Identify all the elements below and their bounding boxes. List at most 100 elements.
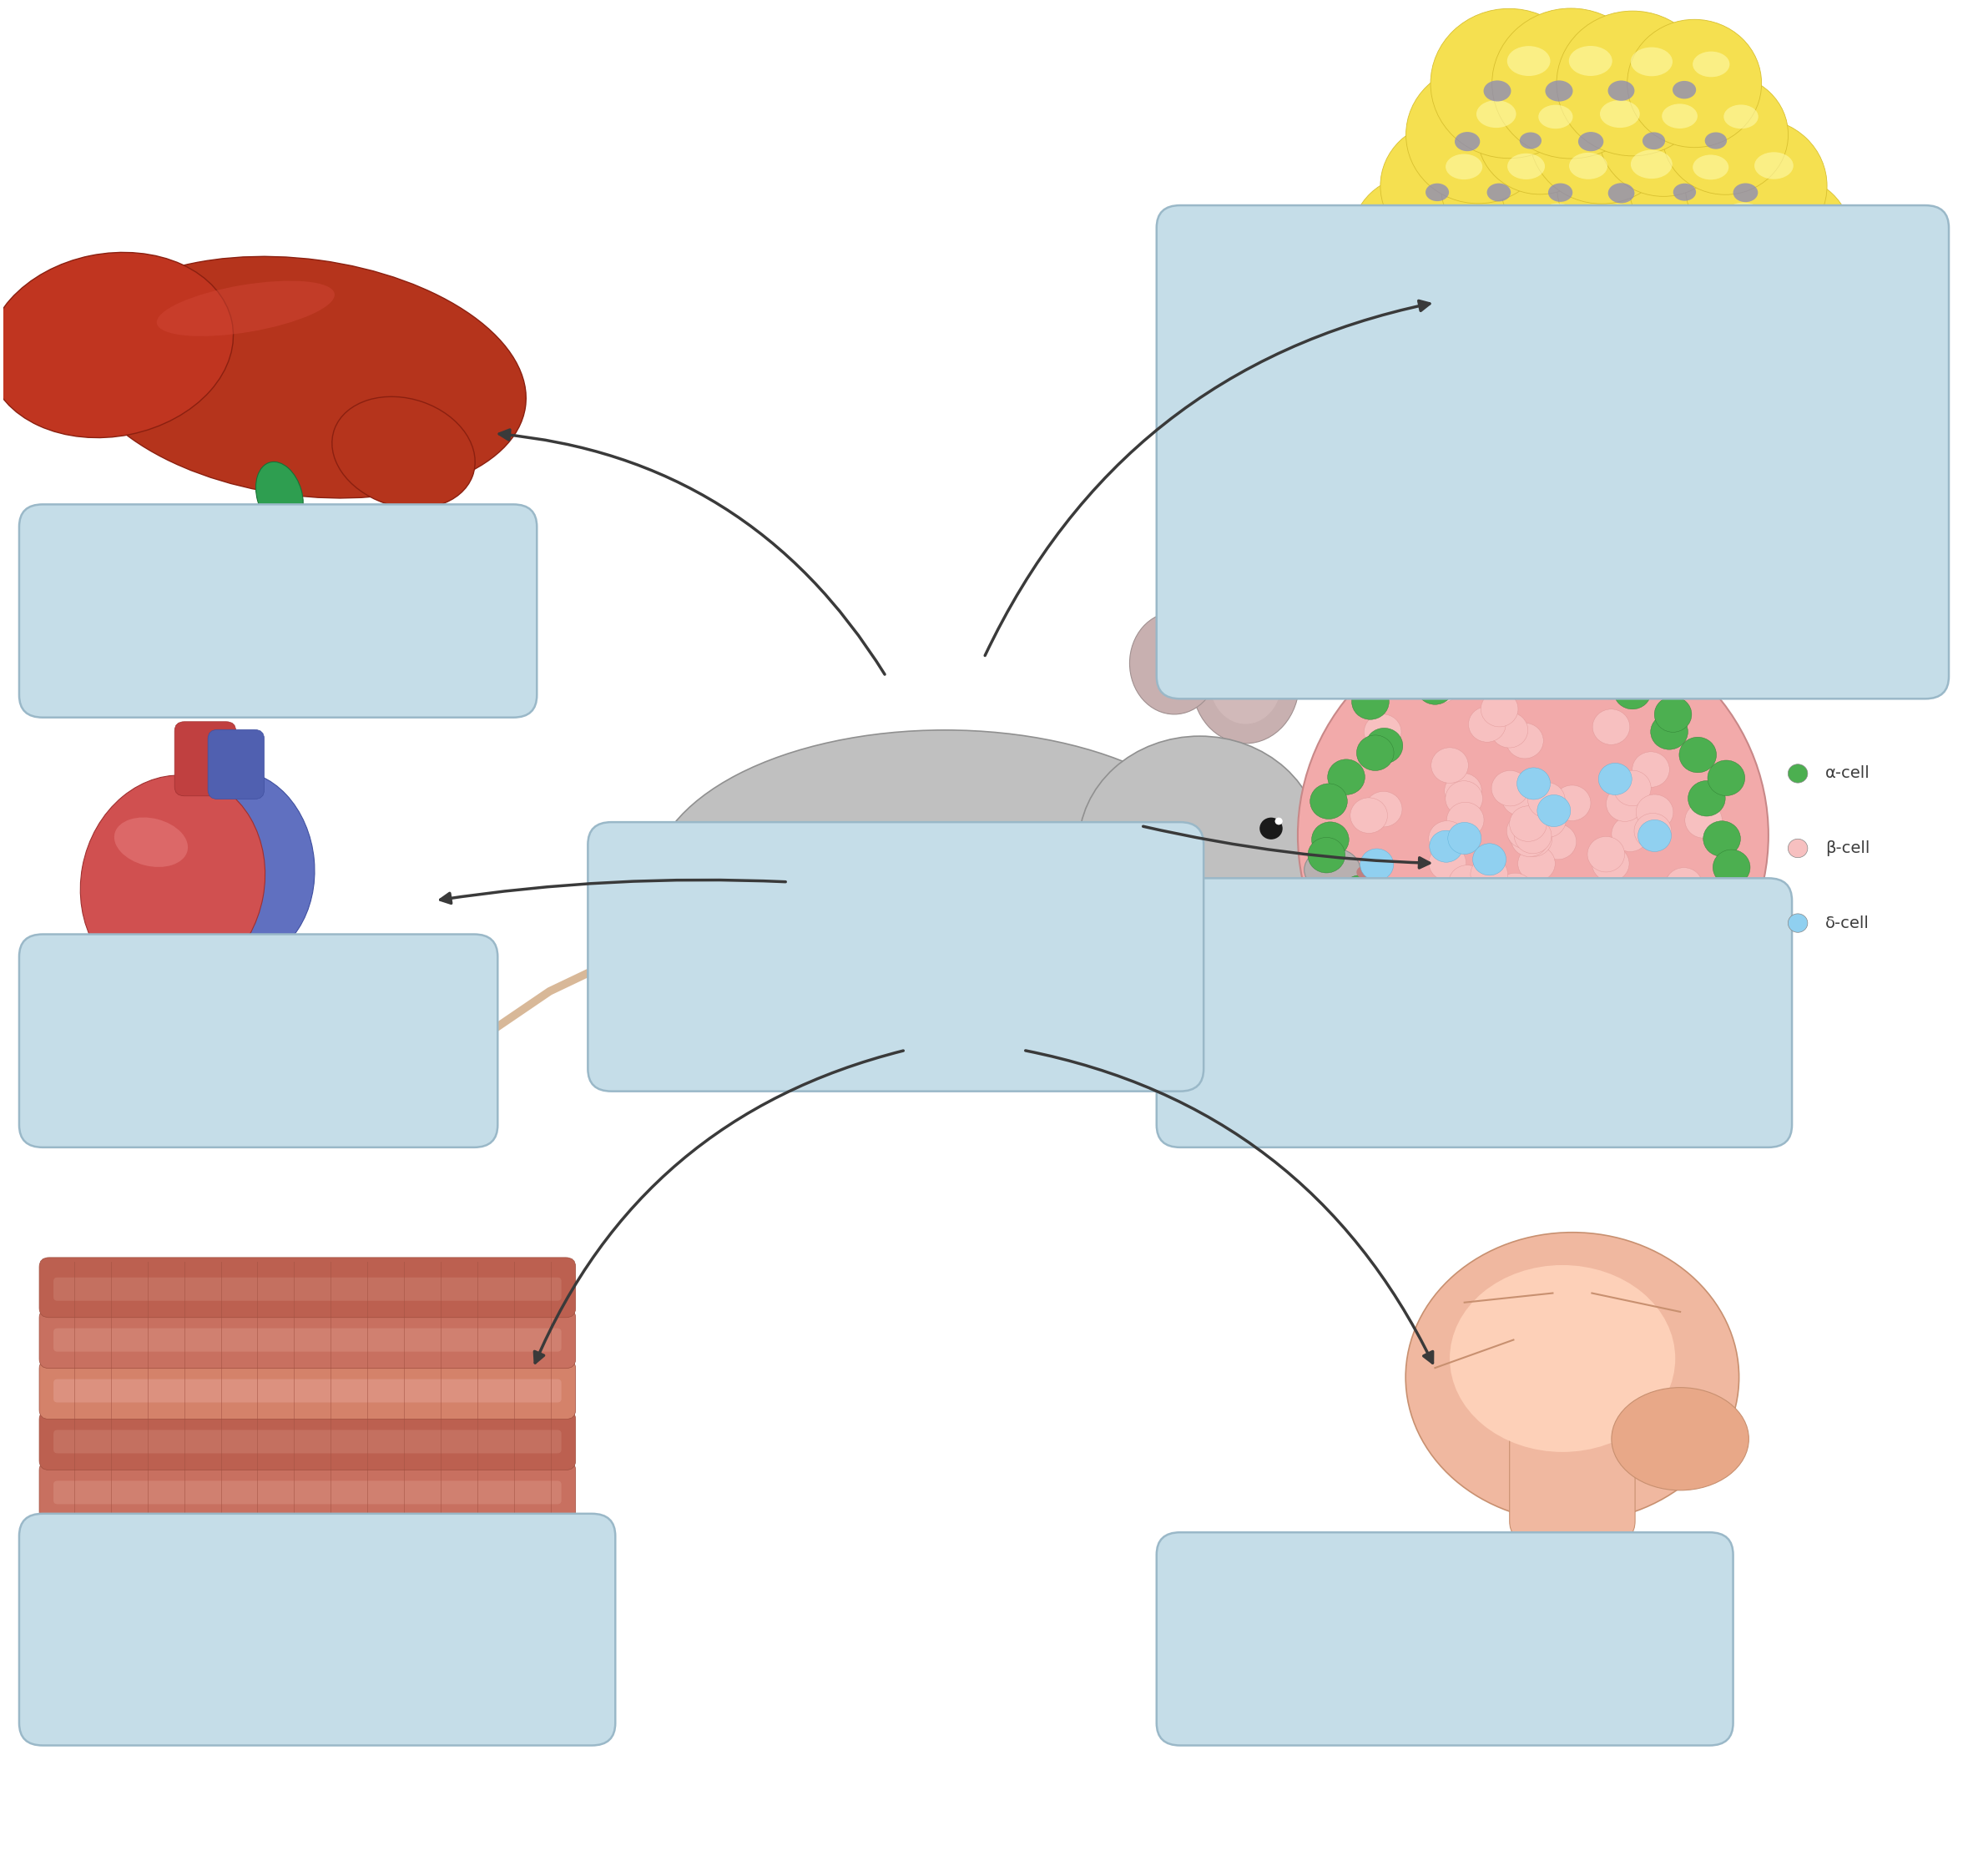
FancyBboxPatch shape bbox=[209, 730, 264, 799]
Ellipse shape bbox=[157, 281, 335, 336]
Ellipse shape bbox=[1490, 713, 1527, 749]
Ellipse shape bbox=[1130, 612, 1218, 715]
Ellipse shape bbox=[1704, 133, 1726, 148]
Ellipse shape bbox=[1413, 278, 1543, 401]
Text: increased islet volume: increased islet volume bbox=[1204, 1019, 1425, 1036]
Ellipse shape bbox=[1608, 285, 1635, 306]
Ellipse shape bbox=[1366, 792, 1401, 827]
Text: • Increased expression of: • Increased expression of bbox=[1210, 522, 1446, 537]
Ellipse shape bbox=[1490, 285, 1511, 302]
Ellipse shape bbox=[1445, 253, 1486, 281]
FancyBboxPatch shape bbox=[1509, 1399, 1635, 1540]
FancyBboxPatch shape bbox=[53, 1430, 561, 1454]
Ellipse shape bbox=[1568, 152, 1608, 180]
Ellipse shape bbox=[1578, 131, 1604, 152]
Ellipse shape bbox=[1507, 47, 1551, 75]
Ellipse shape bbox=[1637, 820, 1671, 852]
Ellipse shape bbox=[1496, 872, 1533, 908]
Ellipse shape bbox=[114, 818, 187, 867]
Ellipse shape bbox=[1673, 285, 1696, 304]
Text: • Insulin resistance: • Insulin resistance bbox=[65, 1696, 244, 1713]
Ellipse shape bbox=[1653, 169, 1799, 306]
Text: • Hyperinsulinemia: • Hyperinsulinemia bbox=[1204, 1094, 1384, 1111]
Ellipse shape bbox=[1409, 934, 1446, 970]
Ellipse shape bbox=[283, 520, 311, 557]
Ellipse shape bbox=[1405, 66, 1551, 203]
Text: pro-inflammatory cytokines: pro-inflammatory cytokines bbox=[1210, 585, 1480, 602]
Ellipse shape bbox=[1734, 184, 1757, 203]
Ellipse shape bbox=[1134, 957, 1189, 991]
Ellipse shape bbox=[1389, 936, 1427, 972]
Ellipse shape bbox=[81, 775, 266, 989]
Ellipse shape bbox=[1328, 760, 1366, 795]
Ellipse shape bbox=[1614, 673, 1651, 709]
Ellipse shape bbox=[1311, 822, 1348, 857]
Ellipse shape bbox=[1612, 816, 1649, 852]
Ellipse shape bbox=[1608, 184, 1635, 203]
Text: β-cell: β-cell bbox=[1824, 840, 1870, 855]
Ellipse shape bbox=[1588, 837, 1626, 872]
Ellipse shape bbox=[1568, 45, 1612, 75]
FancyBboxPatch shape bbox=[1157, 1533, 1734, 1745]
Ellipse shape bbox=[1702, 234, 1728, 253]
Ellipse shape bbox=[1568, 972, 1606, 1007]
Ellipse shape bbox=[1425, 1007, 1460, 1043]
Ellipse shape bbox=[972, 1002, 1045, 1045]
FancyBboxPatch shape bbox=[1157, 878, 1793, 1148]
Ellipse shape bbox=[1545, 388, 1572, 409]
Ellipse shape bbox=[1468, 169, 1612, 304]
Ellipse shape bbox=[1600, 204, 1637, 231]
FancyBboxPatch shape bbox=[53, 1278, 561, 1300]
Ellipse shape bbox=[1673, 184, 1696, 201]
Ellipse shape bbox=[1507, 259, 1541, 283]
Ellipse shape bbox=[1342, 874, 1380, 910]
Ellipse shape bbox=[1600, 310, 1635, 334]
FancyBboxPatch shape bbox=[20, 1514, 616, 1745]
Text: • Islet hyperplasia and: • Islet hyperplasia and bbox=[1204, 946, 1415, 961]
Ellipse shape bbox=[1448, 865, 1486, 900]
Ellipse shape bbox=[1529, 66, 1675, 204]
Ellipse shape bbox=[1395, 234, 1419, 251]
Ellipse shape bbox=[1517, 234, 1541, 253]
Text: • Insulin resistance: • Insulin resistance bbox=[634, 962, 825, 981]
Ellipse shape bbox=[1712, 850, 1750, 885]
Ellipse shape bbox=[1374, 218, 1521, 358]
Ellipse shape bbox=[1472, 844, 1506, 876]
Ellipse shape bbox=[1260, 818, 1283, 839]
Ellipse shape bbox=[1655, 696, 1692, 732]
FancyBboxPatch shape bbox=[39, 1411, 575, 1471]
Ellipse shape bbox=[1075, 994, 1145, 1037]
Ellipse shape bbox=[1454, 131, 1480, 152]
Ellipse shape bbox=[1317, 910, 1352, 946]
Ellipse shape bbox=[1568, 251, 1612, 281]
Ellipse shape bbox=[1582, 338, 1604, 355]
Ellipse shape bbox=[1425, 184, 1448, 201]
Ellipse shape bbox=[1630, 124, 1759, 248]
Ellipse shape bbox=[1078, 735, 1321, 955]
Ellipse shape bbox=[1450, 1264, 1675, 1452]
Ellipse shape bbox=[1679, 737, 1716, 773]
Ellipse shape bbox=[1628, 19, 1761, 148]
Ellipse shape bbox=[1541, 991, 1578, 1026]
Ellipse shape bbox=[1561, 655, 1598, 690]
Ellipse shape bbox=[1478, 994, 1515, 1030]
Ellipse shape bbox=[1492, 771, 1529, 807]
Ellipse shape bbox=[872, 1002, 943, 1045]
Ellipse shape bbox=[1675, 946, 1712, 981]
Text: deposition: deposition bbox=[65, 1634, 173, 1651]
Text: • Hyperleptinemia: • Hyperleptinemia bbox=[1210, 392, 1382, 409]
Ellipse shape bbox=[1429, 885, 1466, 921]
Ellipse shape bbox=[1559, 319, 1708, 461]
Ellipse shape bbox=[1517, 981, 1555, 1017]
Ellipse shape bbox=[1641, 234, 1665, 253]
Ellipse shape bbox=[1631, 251, 1673, 281]
Ellipse shape bbox=[1692, 154, 1728, 180]
Ellipse shape bbox=[1356, 735, 1393, 771]
Ellipse shape bbox=[1476, 310, 1511, 334]
Ellipse shape bbox=[1631, 150, 1673, 178]
Ellipse shape bbox=[1639, 336, 1665, 356]
Ellipse shape bbox=[1643, 131, 1665, 150]
Ellipse shape bbox=[1598, 1011, 1635, 1047]
Ellipse shape bbox=[1507, 812, 1545, 848]
Ellipse shape bbox=[1708, 760, 1746, 795]
